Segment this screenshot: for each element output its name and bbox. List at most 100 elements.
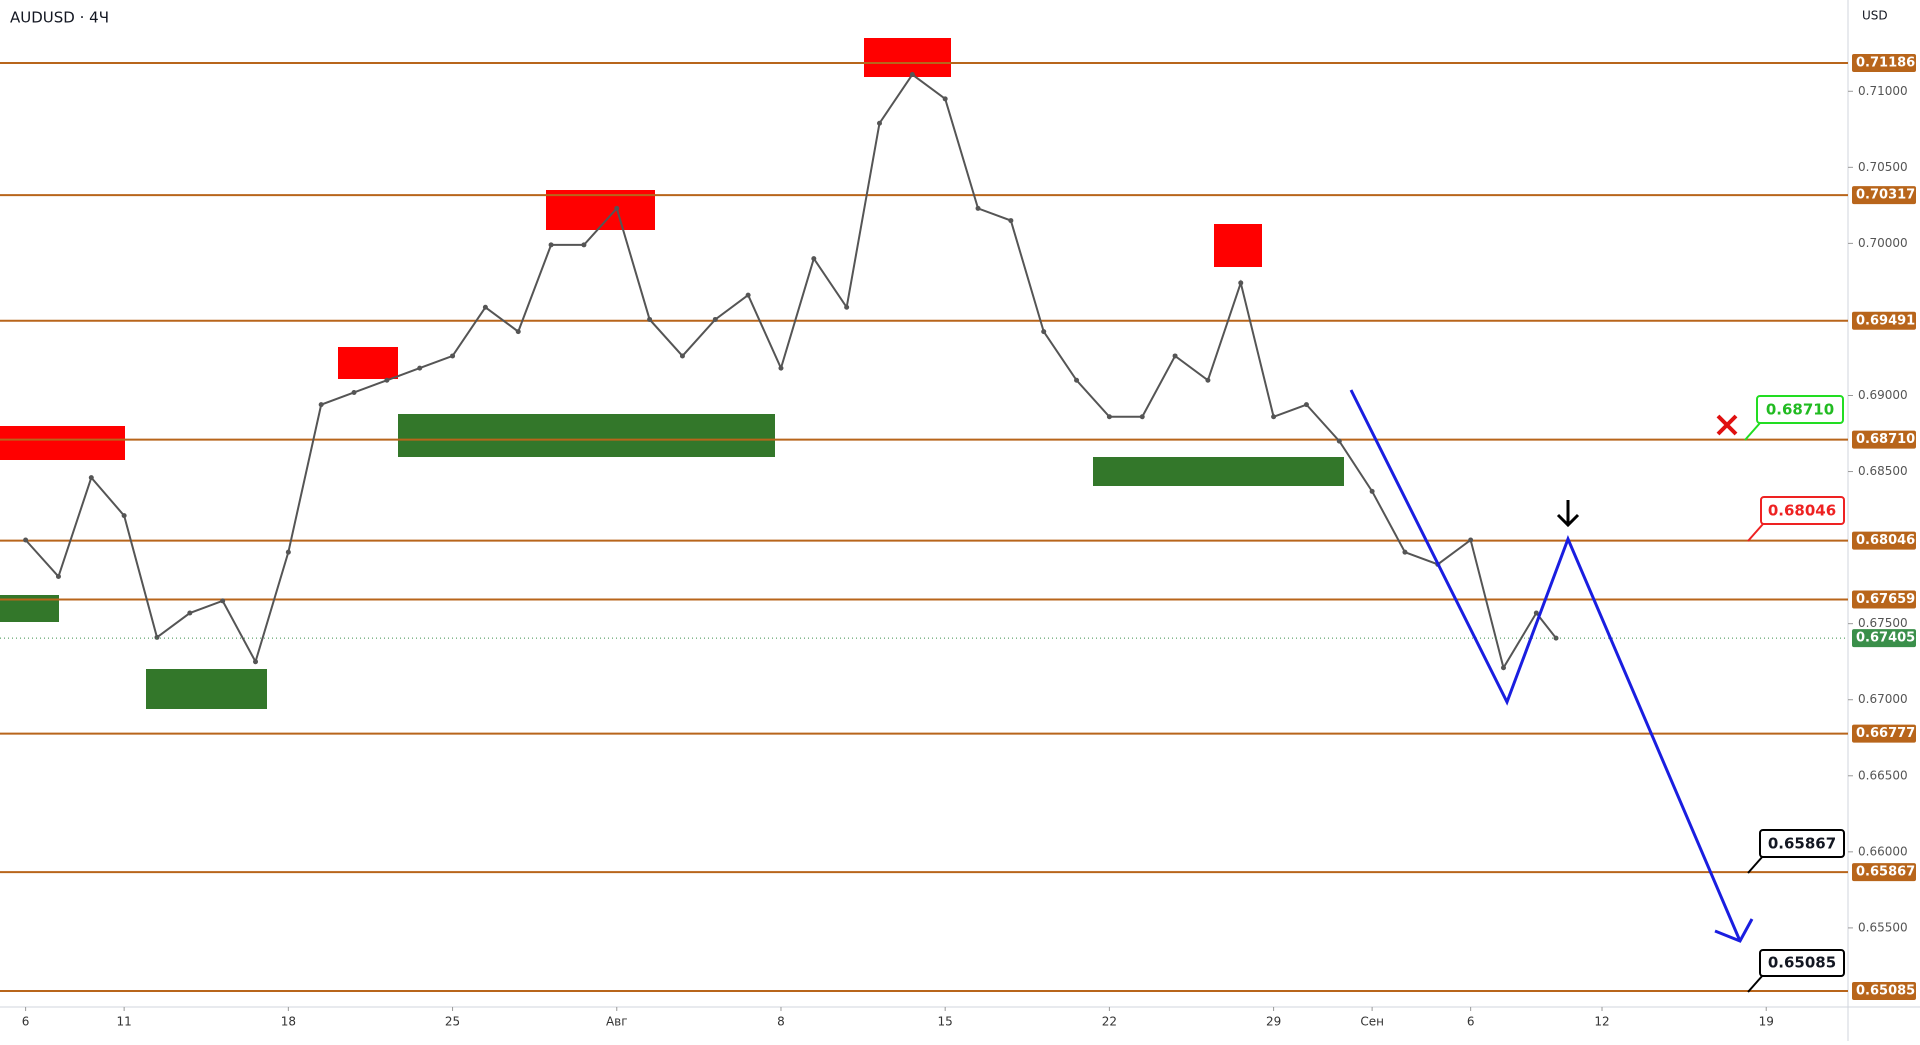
price-point: [417, 365, 423, 371]
price-point: [253, 659, 259, 665]
price-point: [712, 316, 718, 322]
level-label-bg: [1852, 531, 1916, 550]
price-point: [23, 537, 29, 543]
price-point: [876, 120, 882, 126]
price-point: [1205, 377, 1211, 383]
supply-zone: [0, 426, 125, 460]
price-point: [844, 304, 850, 310]
x-tick-label: 15: [938, 1015, 953, 1029]
price-point: [482, 304, 488, 310]
demand-zone: [146, 669, 267, 709]
price-point: [778, 365, 784, 371]
level-label: 0.66777: [1856, 726, 1915, 741]
level-label-bg: [1852, 430, 1916, 449]
price-point: [187, 610, 193, 616]
supply-zone: [338, 347, 398, 379]
x-tick-label: 19: [1759, 1015, 1774, 1029]
price-point: [1172, 353, 1178, 359]
price-point: [614, 205, 620, 211]
x-tick-label: 6: [22, 1015, 30, 1029]
y-tick-label: 0.69000: [1858, 388, 1908, 402]
level-label: 0.69491: [1856, 313, 1915, 328]
callout-label: 0.68710: [1766, 401, 1834, 419]
price-point: [1468, 537, 1474, 543]
x-tick-label: 6: [1467, 1015, 1475, 1029]
callout-box: [1759, 829, 1845, 858]
callouts: 0.68710 0.68046 0.65867 0.65085: [1744, 395, 1845, 993]
price-point: [154, 634, 160, 640]
price-point: [1336, 438, 1342, 444]
y-tick-label: 0.65500: [1858, 920, 1908, 934]
demand-zone: [398, 414, 775, 457]
price-point: [1402, 549, 1408, 555]
x-tick-label: 8: [777, 1015, 785, 1029]
callout-label: 0.65085: [1768, 954, 1836, 972]
price-point: [647, 316, 653, 322]
callout-pointer: [1747, 855, 1764, 874]
level-label-bg: [1852, 724, 1916, 743]
level-label: 0.65085: [1856, 984, 1915, 999]
y-tick-label: 0.66000: [1858, 844, 1908, 858]
projection-path: [1349, 389, 1742, 942]
demand-zone: [1093, 457, 1344, 486]
y-tick-label: 0.67500: [1858, 616, 1908, 630]
price-point: [1139, 414, 1145, 420]
price-point: [811, 256, 817, 262]
x-tick-label: 29: [1266, 1015, 1281, 1029]
x-tick-label: 22: [1102, 1015, 1117, 1029]
level-label-bg: [1852, 311, 1916, 330]
level-label-bg: [1852, 53, 1916, 72]
x-tick-label: Сен: [1360, 1015, 1384, 1029]
symbol-title: AUDUSD · 4Ч: [10, 9, 109, 27]
price-point: [942, 96, 948, 102]
price-point: [548, 242, 554, 248]
level-label-bg: [1852, 590, 1916, 609]
price-line: [24, 73, 1557, 671]
callout-label: 0.65867: [1768, 835, 1836, 853]
down-arrow: [1556, 500, 1580, 528]
x-tick-label: 11: [117, 1015, 132, 1029]
price-point: [1500, 665, 1506, 671]
price-point: [1008, 218, 1014, 224]
last-price-bg: [1852, 629, 1916, 648]
supply-zone: [864, 38, 951, 77]
price-point: [679, 353, 685, 359]
callout-label: 0.68046: [1768, 502, 1836, 520]
x-tick-label: 12: [1594, 1015, 1609, 1029]
projection-arrowhead: [1714, 918, 1754, 943]
price-point: [351, 389, 357, 395]
price-point: [1303, 402, 1309, 408]
x-tick-label: Авг: [606, 1015, 628, 1029]
supply-zone: [546, 190, 655, 230]
price-point: [1041, 329, 1047, 335]
level-label-bg: [1852, 863, 1916, 882]
price-point: [1369, 488, 1375, 494]
callout-pointer: [1747, 523, 1764, 542]
y-tick-label: 0.66500: [1858, 768, 1908, 782]
price-point: [745, 292, 751, 298]
price-point: [909, 72, 915, 78]
price-point: [1074, 377, 1080, 383]
cross-mark: [1716, 414, 1738, 436]
price-point: [121, 513, 127, 519]
level-label: 0.68046: [1856, 533, 1915, 548]
level-label: 0.70317: [1856, 188, 1915, 203]
y-tick-label: 0.67000: [1858, 692, 1908, 706]
zones: [0, 38, 1344, 709]
callout-pointer: [1747, 974, 1764, 993]
currency: USD: [1862, 9, 1888, 23]
callout-box: [1759, 949, 1845, 977]
price-point: [384, 377, 390, 383]
level-label: 0.68710: [1856, 432, 1915, 447]
supply-zone: [1214, 224, 1262, 267]
price-point: [581, 242, 587, 248]
price-point: [450, 353, 456, 359]
callout-box: [1760, 496, 1845, 525]
x-tick-label: 25: [445, 1015, 460, 1029]
price-point: [88, 475, 94, 481]
last-price-label: 0.67405: [1856, 631, 1915, 646]
plot: 0.71000 0.70500 0.70000 0.69000 0.68500 0.675…: [0, 53, 1916, 1029]
price-point: [55, 574, 61, 580]
